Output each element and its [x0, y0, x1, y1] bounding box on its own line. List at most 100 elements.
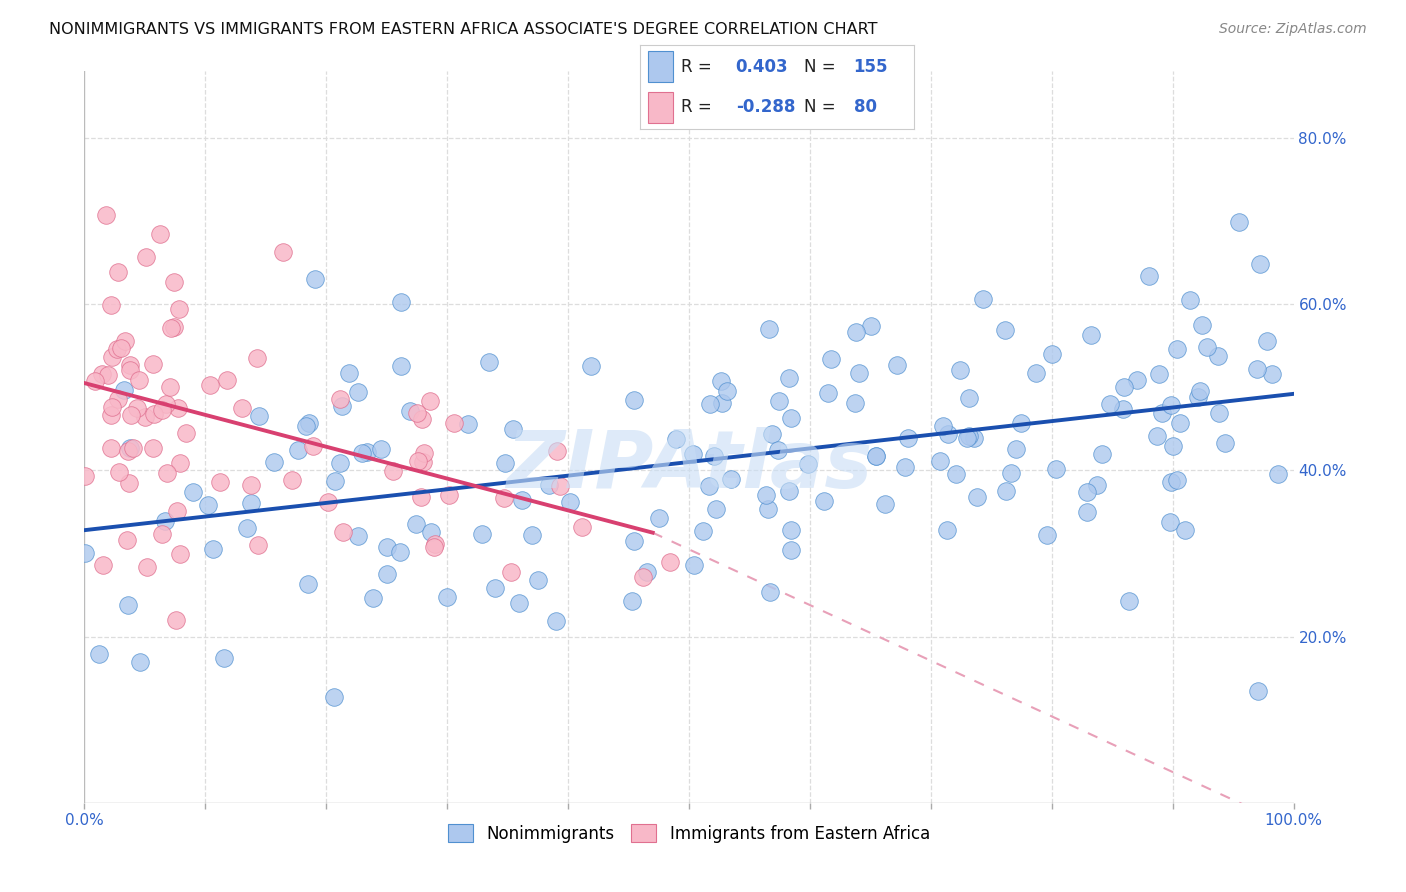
- Point: [1085, 478, 1108, 492]
- Point: [1227, 215, 1250, 229]
- Point: [957, 391, 980, 405]
- Point: [73, 469, 96, 483]
- Point: [107, 265, 129, 279]
- Point: [212, 651, 235, 665]
- Point: [544, 614, 567, 628]
- Point: [859, 319, 882, 334]
- Point: [389, 544, 412, 558]
- Point: [1166, 473, 1188, 487]
- Point: [1137, 269, 1160, 284]
- Point: [375, 566, 398, 581]
- Point: [197, 498, 219, 512]
- Point: [246, 351, 269, 365]
- Point: [112, 383, 135, 397]
- Text: N =: N =: [804, 58, 835, 76]
- Point: [1195, 340, 1218, 354]
- Point: [1159, 515, 1181, 529]
- Point: [1261, 367, 1284, 381]
- Point: [90, 367, 112, 381]
- Point: [443, 416, 465, 430]
- Point: [100, 400, 122, 414]
- Point: [1174, 524, 1197, 538]
- Point: [579, 359, 602, 373]
- Point: [169, 456, 191, 470]
- Point: [957, 429, 980, 443]
- Point: [865, 450, 887, 464]
- Point: [235, 521, 257, 535]
- Point: [894, 460, 917, 475]
- Legend: Nonimmigrants, Immigrants from Eastern Africa: Nonimmigrants, Immigrants from Eastern A…: [441, 818, 936, 849]
- Point: [720, 472, 742, 486]
- Point: [522, 528, 544, 542]
- Point: [758, 322, 780, 336]
- Point: [697, 479, 720, 493]
- Point: [848, 367, 870, 381]
- Point: [636, 565, 658, 579]
- Point: [375, 540, 398, 554]
- Point: [755, 488, 778, 502]
- Point: [1187, 391, 1209, 405]
- Point: [1160, 475, 1182, 490]
- Point: [273, 245, 295, 260]
- Point: [200, 377, 222, 392]
- Point: [682, 447, 704, 461]
- Point: [623, 392, 645, 407]
- Point: [502, 422, 524, 436]
- Point: [797, 457, 820, 471]
- Text: -0.288: -0.288: [735, 98, 794, 116]
- Point: [484, 581, 506, 595]
- Point: [118, 358, 141, 372]
- Point: [1150, 406, 1173, 420]
- Point: [844, 395, 866, 409]
- Bar: [648, 52, 672, 82]
- Text: Source: ZipAtlas.com: Source: ZipAtlas.com: [1219, 22, 1367, 37]
- Point: [478, 355, 501, 369]
- Point: [142, 407, 165, 421]
- Point: [156, 466, 179, 480]
- Point: [120, 408, 142, 422]
- Point: [896, 431, 918, 445]
- Point: [302, 438, 325, 452]
- Point: [956, 431, 979, 445]
- Point: [683, 558, 706, 572]
- Point: [510, 493, 533, 508]
- Point: [710, 375, 733, 389]
- Point: [169, 301, 191, 316]
- Point: [658, 555, 681, 569]
- Point: [100, 350, 122, 364]
- Point: [1178, 293, 1201, 308]
- Point: [875, 497, 897, 511]
- Point: [298, 417, 321, 431]
- Point: [118, 362, 141, 376]
- Text: NONIMMIGRANTS VS IMMIGRANTS FROM EASTERN AFRICA ASSOCIATE'S DEGREE CORRELATION C: NONIMMIGRANTS VS IMMIGRANTS FROM EASTERN…: [49, 22, 877, 37]
- Point: [1005, 442, 1028, 457]
- Point: [121, 442, 143, 456]
- Point: [117, 443, 139, 458]
- Point: [135, 250, 157, 264]
- Point: [329, 392, 352, 406]
- Text: R =: R =: [681, 98, 711, 116]
- Point: [820, 351, 842, 366]
- Point: [110, 341, 132, 355]
- Text: R =: R =: [681, 58, 711, 76]
- Point: [114, 334, 136, 348]
- Point: [966, 491, 988, 505]
- Point: [1267, 467, 1289, 481]
- Point: [150, 402, 173, 417]
- Point: [1076, 484, 1098, 499]
- Text: N =: N =: [804, 98, 835, 116]
- Point: [1149, 368, 1171, 382]
- Point: [412, 446, 434, 460]
- Point: [436, 590, 458, 604]
- Point: [129, 656, 152, 670]
- Point: [215, 373, 238, 387]
- Point: [936, 523, 959, 537]
- Point: [1112, 380, 1135, 394]
- Point: [165, 613, 187, 627]
- Point: [778, 483, 800, 498]
- Point: [1000, 466, 1022, 480]
- Point: [437, 488, 460, 502]
- Point: [1036, 527, 1059, 541]
- Point: [100, 408, 122, 422]
- Point: [389, 295, 412, 310]
